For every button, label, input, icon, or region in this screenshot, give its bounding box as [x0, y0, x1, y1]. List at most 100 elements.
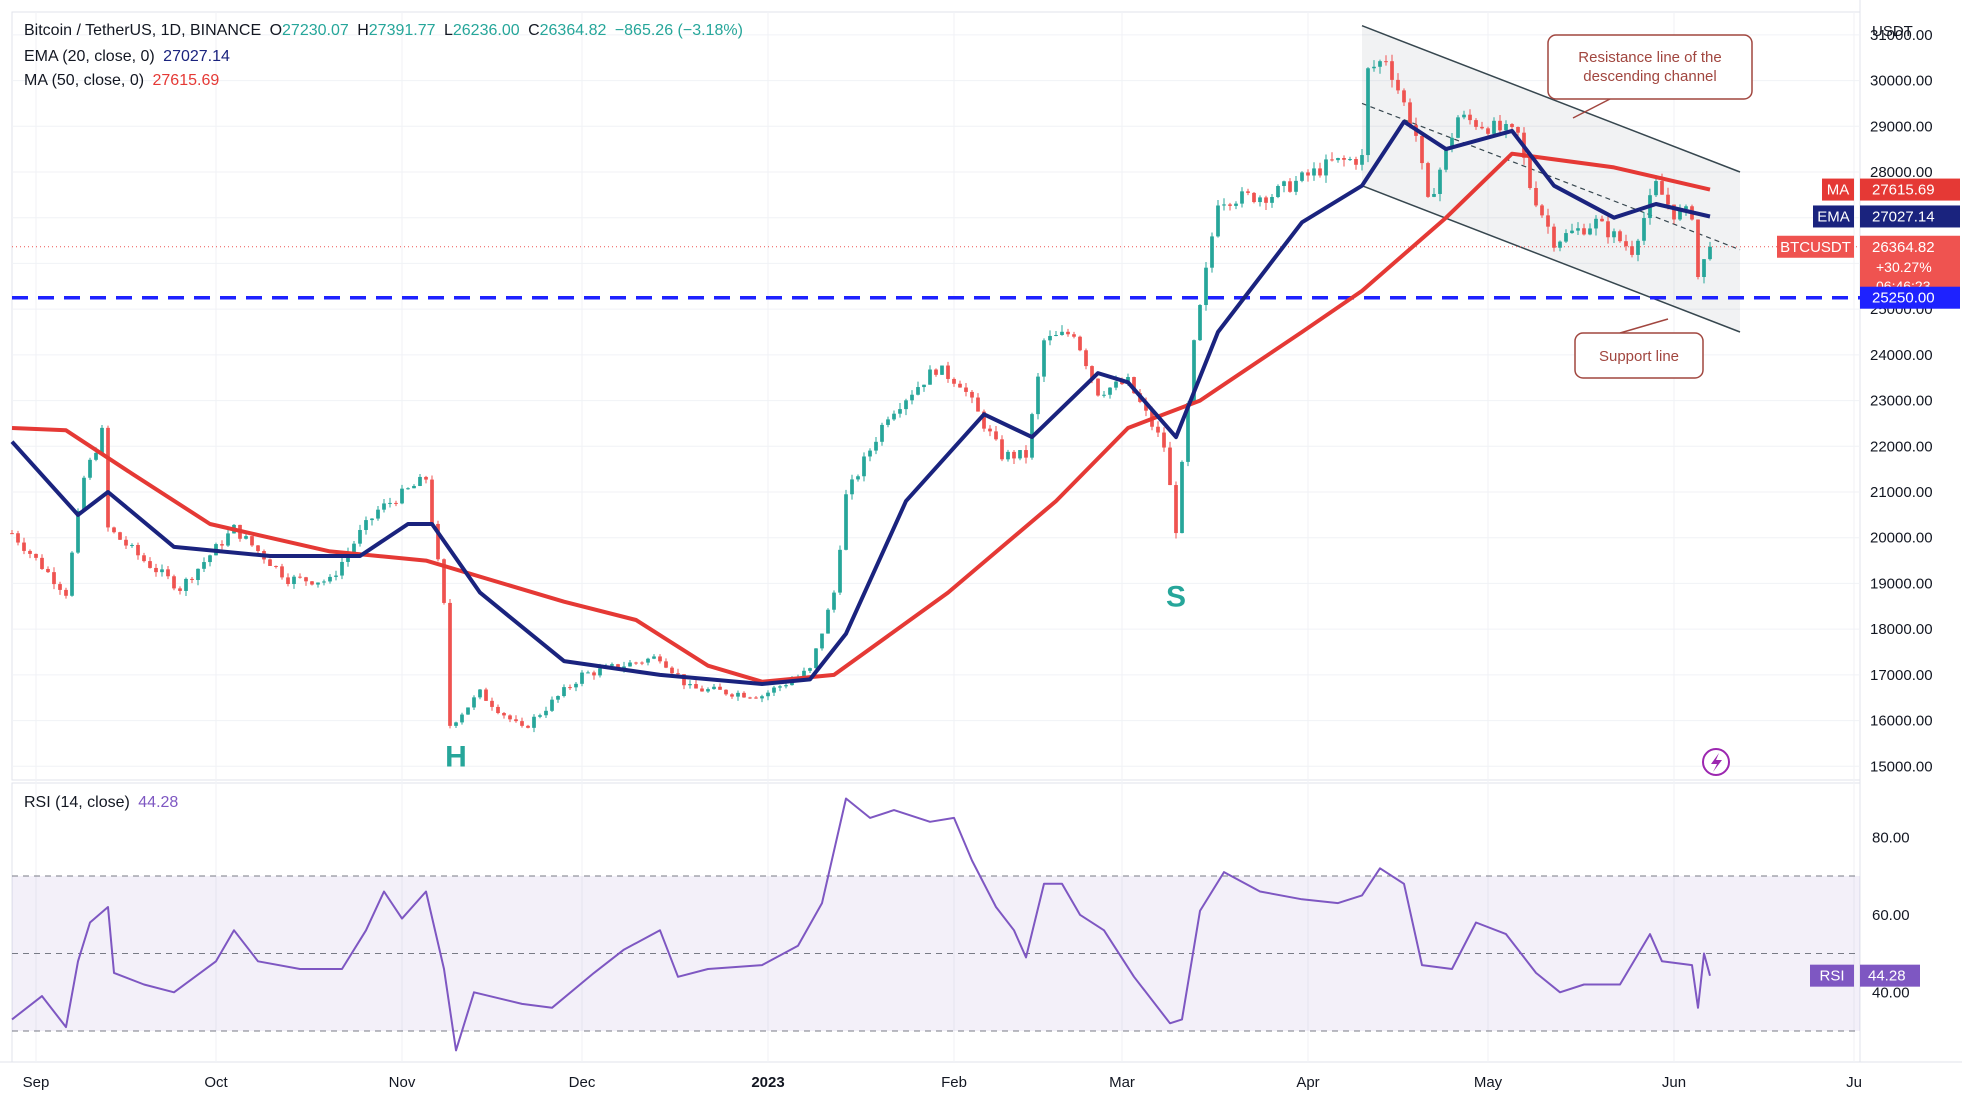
candle-body	[1162, 432, 1166, 448]
candle-body	[1516, 127, 1520, 133]
candle-body	[1036, 376, 1040, 415]
ma50-line	[11, 151, 1711, 684]
candle-body	[64, 589, 68, 596]
candle-body	[1576, 228, 1580, 231]
candle-body	[16, 533, 20, 543]
candle-body	[592, 672, 596, 676]
candle-body	[1054, 334, 1058, 336]
candle-body	[844, 494, 848, 550]
candle-body	[1012, 451, 1016, 459]
price-unit-label: USDT	[1872, 23, 1913, 40]
candle-body	[1060, 331, 1064, 335]
candle-body	[568, 687, 572, 689]
candle-body	[334, 575, 338, 577]
candle-body	[508, 715, 512, 720]
candle-body	[388, 502, 392, 504]
time-tick-label: Apr	[1296, 1074, 1319, 1091]
candle-body	[124, 539, 128, 546]
candle-body	[1384, 61, 1388, 63]
time-tick-label: May	[1474, 1074, 1503, 1091]
price-tag-value: 26364.82	[1872, 239, 1935, 256]
rsi-tick-label: 80.00	[1872, 829, 1910, 846]
candle-body	[514, 719, 518, 722]
candle-body	[1222, 204, 1226, 206]
candle-body	[52, 572, 56, 585]
candle-body	[964, 387, 968, 392]
candle-body	[400, 488, 404, 504]
candle-body	[10, 533, 14, 535]
price-tick-label: 17000.00	[1870, 667, 1933, 684]
candle-body	[880, 424, 884, 442]
candle-body	[934, 369, 938, 375]
candle-body	[994, 431, 998, 440]
candle-body	[586, 672, 590, 674]
candle-body	[856, 476, 860, 480]
candle-body	[250, 536, 254, 546]
candle-body	[298, 576, 302, 578]
price-pane	[11, 11, 1861, 781]
candle-body	[1618, 231, 1622, 242]
channel-support-line	[1361, 185, 1741, 333]
candle-body	[1582, 228, 1586, 235]
candle-body	[670, 667, 674, 674]
candle-body	[1552, 226, 1556, 248]
candle-body	[1606, 221, 1610, 238]
resistance-callout-pointer	[1572, 98, 1611, 119]
candle-body	[1228, 204, 1232, 206]
price-tag-value: 27027.14	[1872, 208, 1935, 225]
candle-body	[724, 689, 728, 695]
candle-body	[892, 413, 896, 420]
candle-body	[562, 687, 566, 697]
candle-body	[1018, 450, 1022, 459]
candle-body	[1660, 181, 1664, 195]
candle-body	[1594, 218, 1598, 229]
candle-body	[556, 696, 560, 700]
candle-body	[490, 700, 494, 707]
ma-legend-value: 27615.69	[152, 72, 220, 89]
candle-body	[1216, 205, 1220, 237]
candle-body	[1180, 461, 1184, 534]
candle-body	[676, 673, 680, 675]
candle-body	[580, 672, 584, 684]
candle-body	[598, 668, 602, 676]
candle-body	[1444, 147, 1448, 170]
candle-body	[748, 697, 752, 699]
candle-body	[1546, 215, 1550, 227]
candle-body	[1288, 181, 1292, 192]
candle-body	[1084, 350, 1088, 367]
candle-body	[922, 384, 926, 388]
rsi-tag-name-box	[1810, 964, 1854, 987]
candle-body	[70, 552, 74, 596]
candle-body	[1480, 126, 1484, 129]
candle-body	[274, 565, 278, 567]
candle-body	[1108, 387, 1112, 395]
candle-body	[838, 549, 842, 593]
candle-body	[784, 685, 788, 687]
candle-body	[718, 686, 722, 690]
rsi-tick-label: 60.00	[1872, 907, 1910, 924]
candle-body	[730, 694, 734, 697]
candle-body	[328, 576, 332, 582]
price-tick-label: 30000.00	[1870, 73, 1933, 90]
candle-body	[1498, 120, 1502, 131]
price-tag-name-box	[1822, 178, 1854, 201]
resistance-callout-text: descending channel	[1583, 68, 1716, 85]
candle-body	[1192, 340, 1196, 404]
candle-body	[190, 578, 194, 580]
candle-body	[1534, 187, 1538, 206]
candle-body	[712, 686, 716, 690]
candle-body	[1474, 120, 1478, 127]
candle-body	[1234, 203, 1238, 206]
candle-body	[970, 391, 974, 398]
candle-body	[130, 544, 134, 546]
candle-body	[502, 713, 506, 716]
candle-body	[616, 664, 620, 669]
candle-body	[1510, 124, 1514, 128]
candle-body	[82, 477, 86, 511]
candle-body	[1132, 377, 1136, 394]
candle-body	[406, 488, 410, 490]
candle-body	[760, 696, 764, 699]
rsi-legend-label: RSI (14, close)	[24, 794, 130, 811]
support-callout-text: Support line	[1599, 348, 1679, 365]
candle-body	[76, 510, 80, 553]
